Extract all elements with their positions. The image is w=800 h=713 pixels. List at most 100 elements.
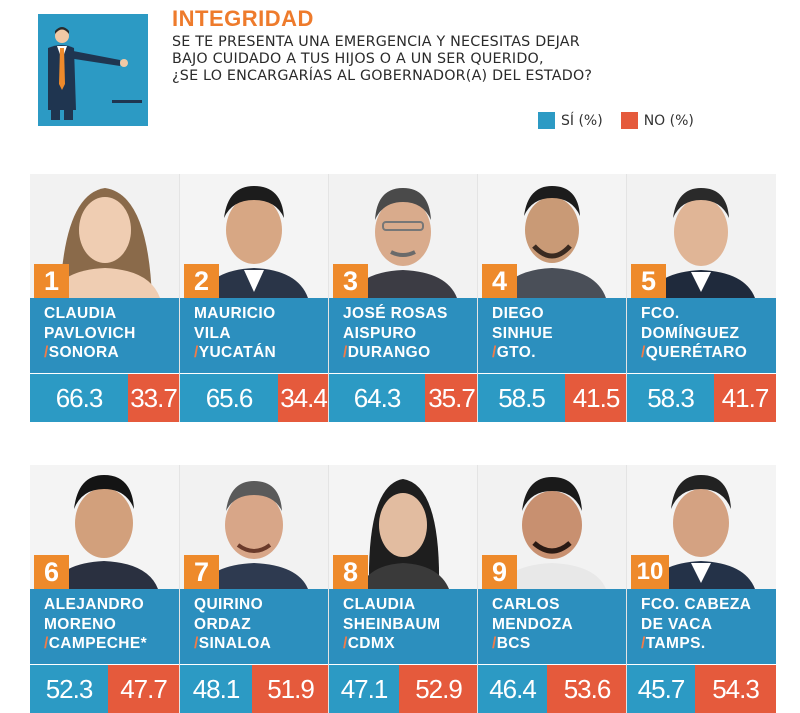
yes-percent: 64.3 — [329, 374, 425, 422]
governor-name-line: AISPURO — [343, 324, 417, 342]
governor-row-2: 6 ALEJANDRO MORENO /CAMPECHE* 52.3 47.7 … — [30, 465, 776, 713]
governor-name-line: CLAUDIA — [44, 305, 117, 322]
governor-state: /DURANGO — [343, 344, 431, 361]
no-percent: 51.9 — [252, 665, 329, 713]
yes-percent: 66.3 — [30, 374, 128, 422]
governor-name-box: JOSÉ ROSAS AISPURO /DURANGO — [329, 298, 478, 373]
governor-name-line: SHEINBAUM — [343, 615, 441, 633]
governor-card: 6 ALEJANDRO MORENO /CAMPECHE* 52.3 47.7 — [30, 465, 179, 713]
no-percent: 53.6 — [547, 665, 627, 713]
governor-state: /GTO. — [492, 344, 536, 361]
no-percent: 54.3 — [695, 665, 776, 713]
rank-badge: 6 — [34, 555, 69, 589]
rank-badge: 3 — [333, 264, 368, 298]
no-percent: 41.5 — [565, 374, 627, 422]
legend-swatch-yes — [538, 112, 555, 129]
governor-name-box: MAURICIO VILA /YUCATÁN — [180, 298, 329, 373]
governor-name-box: CARLOS MENDOZA /BCS — [478, 589, 627, 664]
rank-badge: 8 — [333, 555, 368, 589]
governor-state: /YUCATÁN — [194, 344, 277, 361]
state-name: SINALOA — [198, 635, 272, 652]
governor-name-line: DIEGO — [492, 305, 544, 322]
governor-name-line: ALEJANDRO — [44, 596, 145, 613]
legend: SÍ (%) NO (%) — [538, 112, 702, 129]
governor-name-box: QUIRINO ORDAZ /SINALOA — [180, 589, 329, 664]
rank-badge: 1 — [34, 264, 69, 298]
governor-card: 8 CLAUDIA SHEINBAUM /CDMX 47.1 52.9 — [328, 465, 478, 713]
governor-card: 4 DIEGO SINHUE /GTO. 58.5 41.5 — [477, 174, 627, 422]
governor-values: 47.1 52.9 — [329, 665, 478, 713]
section-logo-illustration — [38, 14, 148, 126]
rank-badge: 4 — [482, 264, 517, 298]
no-percent: 41.7 — [714, 374, 776, 422]
governor-state: /CAMPECHE* — [44, 635, 148, 652]
governor-name-box: FCO. DOMÍNGUEZ /QUERÉTARO — [627, 298, 776, 373]
governor-card: 10 FCO. CABEZA DE VACA /TAMPS. 45.7 54.3 — [626, 465, 776, 713]
governor-name-line: MAURICIO — [194, 305, 276, 322]
governor-values: 48.1 51.9 — [180, 665, 329, 713]
rank-badge: 9 — [482, 555, 517, 589]
survey-question: SE TE PRESENTA UNA EMERGENCIA Y NECESITA… — [172, 34, 642, 85]
governor-name-box: ALEJANDRO MORENO /CAMPECHE* — [30, 589, 179, 664]
governor-card: 7 QUIRINO ORDAZ /SINALOA 48.1 51.9 — [179, 465, 329, 713]
governor-card: 1 CLAUDIA PAVLOVICH /SONORA 66.3 33.7 — [30, 174, 179, 422]
governor-values: 45.7 54.3 — [627, 665, 776, 713]
governor-name-line: PAVLOVICH — [44, 324, 136, 342]
governor-name-line: FCO. CABEZA — [641, 596, 752, 613]
governor-values: 66.3 33.7 — [30, 374, 179, 422]
governor-name-line: JOSÉ ROSAS — [343, 305, 448, 322]
governor-card: 9 CARLOS MENDOZA /BCS 46.4 53.6 — [477, 465, 627, 713]
governor-name-line: QUIRINO — [194, 596, 264, 613]
governor-name-box: DIEGO SINHUE /GTO. — [478, 298, 627, 373]
question-line: ¿SE LO ENCARGARÍAS AL GOBERNADOR(A) DEL … — [172, 68, 593, 84]
governor-state: /CDMX — [343, 635, 395, 652]
rank-badge: 7 — [184, 555, 219, 589]
governor-name-line: CARLOS — [492, 596, 560, 613]
governor-card: 2 MAURICIO VILA /YUCATÁN 65.6 34.4 — [179, 174, 329, 422]
yes-percent: 45.7 — [627, 665, 695, 713]
governor-values: 52.3 47.7 — [30, 665, 179, 713]
state-name: BCS — [496, 635, 531, 652]
section-title: INTEGRIDAD — [172, 6, 314, 31]
no-percent: 47.7 — [108, 665, 179, 713]
header: INTEGRIDAD SE TE PRESENTA UNA EMERGENCIA… — [0, 0, 800, 150]
no-percent: 35.7 — [425, 374, 478, 422]
yes-percent: 46.4 — [478, 665, 547, 713]
governor-card: 3 JOSÉ ROSAS AISPURO /DURANGO 64.3 35.7 — [328, 174, 478, 422]
rank-badge: 2 — [184, 264, 219, 298]
governor-name-line: MORENO — [44, 615, 117, 633]
state-name: GTO. — [496, 344, 536, 361]
governor-name-line: DE VACA — [641, 615, 713, 633]
governor-name-line: CLAUDIA — [343, 596, 416, 613]
no-percent: 52.9 — [399, 665, 478, 713]
yes-percent: 65.6 — [180, 374, 278, 422]
yes-percent: 52.3 — [30, 665, 108, 713]
legend-swatch-no — [620, 112, 638, 129]
state-name: CAMPECHE* — [48, 635, 148, 652]
governor-state: /SONORA — [44, 344, 120, 361]
rank-badge: 10 — [631, 555, 669, 589]
question-line: BAJO CUIDADO A TUS HIJOS O A UN SER QUER… — [172, 51, 544, 67]
governor-name-line: FCO. — [641, 305, 680, 322]
legend-item-yes: SÍ (%) — [538, 112, 603, 129]
yes-percent: 48.1 — [180, 665, 252, 713]
governor-card: 5 FCO. DOMÍNGUEZ /QUERÉTARO 58.3 41.7 — [626, 174, 776, 422]
state-name: YUCATÁN — [198, 344, 277, 361]
governor-values: 58.5 41.5 — [478, 374, 627, 422]
yes-percent: 58.3 — [627, 374, 714, 422]
governor-values: 65.6 34.4 — [180, 374, 329, 422]
governor-name-line: MENDOZA — [492, 615, 574, 633]
governor-values: 58.3 41.7 — [627, 374, 776, 422]
governor-state: /SINALOA — [194, 635, 272, 652]
state-name: SONORA — [48, 344, 120, 361]
governor-values: 46.4 53.6 — [478, 665, 627, 713]
governor-name-line: SINHUE — [492, 324, 553, 342]
governor-state: /BCS — [492, 635, 531, 652]
governor-name-box: CLAUDIA PAVLOVICH /SONORA — [30, 298, 179, 373]
legend-item-no: NO (%) — [620, 112, 694, 129]
question-line: SE TE PRESENTA UNA EMERGENCIA Y NECESITA… — [172, 34, 580, 50]
governor-name-line: VILA — [194, 324, 231, 342]
governor-name-box: CLAUDIA SHEINBAUM /CDMX — [329, 589, 478, 664]
governor-state: /TAMPS. — [641, 635, 706, 652]
state-name: DURANGO — [347, 344, 431, 361]
